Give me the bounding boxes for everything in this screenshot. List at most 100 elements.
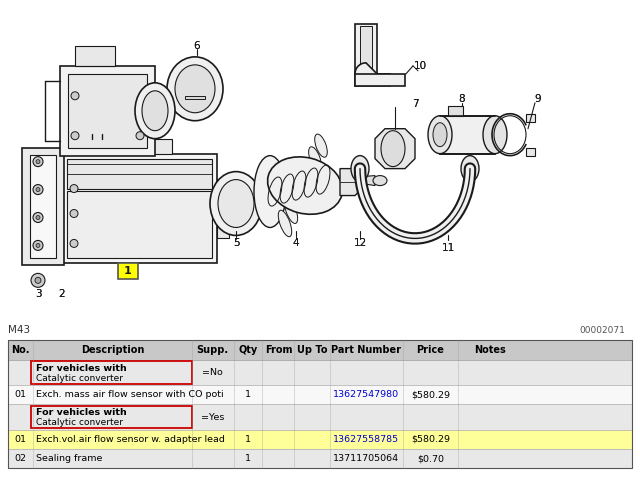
Text: 10: 10 xyxy=(413,61,427,71)
Text: Exch.vol.air flow sensor w. adapter lead: Exch.vol.air flow sensor w. adapter lead xyxy=(36,435,225,444)
Text: 1: 1 xyxy=(245,435,251,444)
Polygon shape xyxy=(526,114,535,122)
Bar xyxy=(31,406,192,429)
Bar xyxy=(31,361,192,384)
Text: =Yes: =Yes xyxy=(201,412,225,421)
Polygon shape xyxy=(340,168,362,195)
Ellipse shape xyxy=(35,277,41,283)
Ellipse shape xyxy=(381,131,405,167)
Ellipse shape xyxy=(142,91,168,131)
Text: Exch. mass air flow sensor with CO poti: Exch. mass air flow sensor with CO poti xyxy=(36,390,223,399)
Text: 3: 3 xyxy=(35,289,42,300)
Text: Part Number: Part Number xyxy=(332,345,401,355)
Text: 9: 9 xyxy=(534,94,541,104)
Text: 01: 01 xyxy=(15,390,26,399)
Bar xyxy=(68,74,147,148)
Bar xyxy=(448,106,463,116)
Text: 7: 7 xyxy=(412,99,419,109)
Text: 6: 6 xyxy=(194,41,200,51)
Bar xyxy=(67,158,212,189)
Text: 13627547980: 13627547980 xyxy=(333,390,399,399)
Text: 4: 4 xyxy=(292,239,300,249)
Text: 5: 5 xyxy=(233,239,239,249)
Bar xyxy=(118,264,138,279)
Text: Description: Description xyxy=(81,345,145,355)
Ellipse shape xyxy=(268,157,342,214)
Bar xyxy=(60,66,155,156)
Ellipse shape xyxy=(36,243,40,247)
Ellipse shape xyxy=(218,180,254,228)
Text: 12: 12 xyxy=(353,239,367,249)
Text: 12: 12 xyxy=(353,239,367,249)
Ellipse shape xyxy=(31,274,45,288)
Ellipse shape xyxy=(210,171,262,236)
Bar xyxy=(8,360,632,385)
Text: Catalytic converter: Catalytic converter xyxy=(36,373,123,383)
Text: From: From xyxy=(265,345,292,355)
Ellipse shape xyxy=(33,213,43,223)
Text: 5: 5 xyxy=(233,239,239,249)
Text: 9: 9 xyxy=(534,94,541,104)
Bar xyxy=(8,340,632,468)
Text: 1: 1 xyxy=(124,266,132,276)
Text: 4: 4 xyxy=(292,239,300,249)
Ellipse shape xyxy=(461,156,479,181)
Bar xyxy=(22,148,64,265)
Text: 2: 2 xyxy=(59,289,65,300)
Ellipse shape xyxy=(135,83,175,139)
Bar xyxy=(8,385,632,404)
Ellipse shape xyxy=(36,160,40,164)
Bar xyxy=(67,191,212,258)
Ellipse shape xyxy=(308,147,321,170)
Text: For vehicles with: For vehicles with xyxy=(36,408,127,417)
Ellipse shape xyxy=(175,65,215,113)
Ellipse shape xyxy=(433,123,447,147)
Text: M43: M43 xyxy=(8,325,30,335)
Text: Up To: Up To xyxy=(297,345,327,355)
Ellipse shape xyxy=(33,185,43,194)
Text: 00002071: 00002071 xyxy=(579,326,625,335)
Bar xyxy=(8,340,632,360)
Polygon shape xyxy=(355,63,390,86)
Text: Qty: Qty xyxy=(238,345,258,355)
Ellipse shape xyxy=(70,240,78,247)
Ellipse shape xyxy=(70,209,78,217)
Polygon shape xyxy=(185,96,205,99)
Text: $580.29: $580.29 xyxy=(411,435,450,444)
Text: Price: Price xyxy=(417,345,444,355)
Ellipse shape xyxy=(428,116,452,154)
Bar xyxy=(75,46,115,66)
Ellipse shape xyxy=(291,185,303,210)
Text: 01: 01 xyxy=(15,435,26,444)
Ellipse shape xyxy=(71,92,79,100)
Bar xyxy=(355,74,405,86)
Ellipse shape xyxy=(483,116,507,154)
Text: 1: 1 xyxy=(245,390,251,399)
Text: 8: 8 xyxy=(459,94,465,104)
Ellipse shape xyxy=(254,156,286,228)
Bar xyxy=(217,179,229,239)
Bar xyxy=(122,139,172,154)
Bar xyxy=(8,430,632,449)
Bar xyxy=(8,404,632,430)
Text: 11: 11 xyxy=(442,243,454,253)
Ellipse shape xyxy=(278,210,292,237)
Text: 13711705064: 13711705064 xyxy=(333,454,399,463)
Bar xyxy=(62,154,217,264)
Text: 02: 02 xyxy=(15,454,26,463)
Text: $580.29: $580.29 xyxy=(411,390,450,399)
Bar xyxy=(440,116,495,154)
Text: Supp.: Supp. xyxy=(196,345,229,355)
Ellipse shape xyxy=(33,156,43,167)
Ellipse shape xyxy=(303,159,316,184)
Polygon shape xyxy=(375,129,415,168)
Text: Notes: Notes xyxy=(474,345,506,355)
Ellipse shape xyxy=(351,156,369,181)
Bar xyxy=(82,134,112,154)
Text: Catalytic converter: Catalytic converter xyxy=(36,418,123,427)
Ellipse shape xyxy=(136,132,144,140)
Text: =No: =No xyxy=(202,368,223,377)
Ellipse shape xyxy=(33,240,43,251)
Text: 6: 6 xyxy=(194,41,200,51)
Bar xyxy=(8,449,632,468)
